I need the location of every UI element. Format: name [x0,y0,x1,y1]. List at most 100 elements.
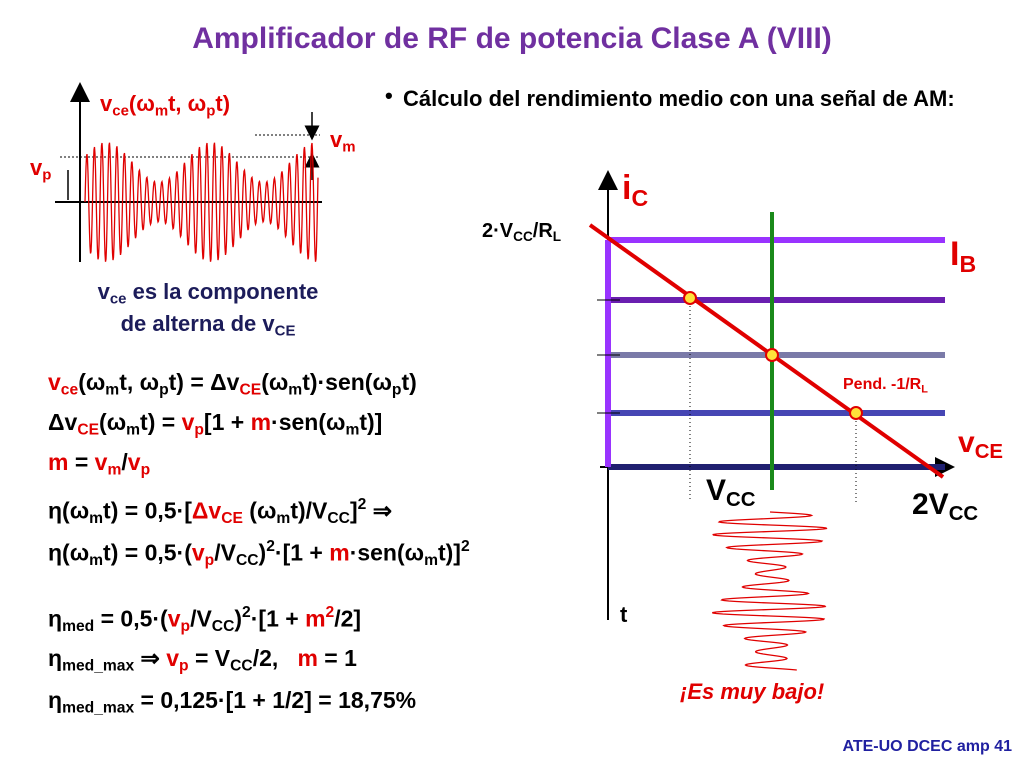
text-run: Pend. -1/R [843,376,922,393]
text-run: CE [221,510,243,528]
text-run: ] [349,497,358,524]
text-run: m [297,645,318,671]
text-run: v [94,449,108,475]
text-run: (ω [78,369,106,395]
text-run: I [950,235,960,273]
text-run: ) [234,605,243,632]
text-run: med_max [62,657,135,675]
text-run: = 0,5·( [94,605,168,632]
text-run: v [181,409,195,435]
formulas-6: ηmed_max ⇒ vp = VCC/2, m = 1 [48,645,357,675]
text-run: 2 [242,604,251,621]
text-run: Δv [48,409,78,435]
text-run: η(ω [48,539,90,566]
formulas-7: ηmed_max = 0,125·[1 + 1/2] = 18,75% [48,687,417,717]
formulas-1: ΔvCE(ωmt) = vp[1 + m·sen(ωmt)] [48,409,383,439]
text-run: Δv [191,497,222,524]
text-run: m [105,381,120,399]
waveform-label: vce(ωmt, ωpt) [100,91,230,120]
graph-vce: vCE [958,426,1003,464]
text-run: v [167,605,181,632]
waveform-caption-1: vce es la componente [8,279,408,308]
text-run: v [330,127,343,152]
text-run: = V [188,645,231,671]
text-run: v [100,91,113,116]
text-run: v [30,155,43,180]
text-run: v [127,449,141,475]
text-run: V [706,474,727,507]
graph-t: t [620,602,628,627]
text-run: η [48,605,63,632]
text-run: = 0,125·[1 + 1/2] = 18,75% [134,687,417,713]
text-run: m [345,421,360,439]
text-run: med [62,618,95,636]
text-run: es la componente [126,279,319,304]
text-run: CC [726,489,756,512]
text-run: t)] [359,409,383,435]
text-run: p [204,552,215,570]
text-run: (ω [128,91,155,116]
text-run: p [42,166,52,184]
text-run: 2 [460,538,470,555]
text-run: t, ω [119,369,160,395]
text-run: (ω [261,369,289,395]
text-run: ·[1 + [274,539,330,566]
text-run: CC [948,503,979,526]
text-run: m [305,605,326,632]
text-run: p [206,102,216,120]
text-run: /2, [252,645,298,671]
text-run: t)·sen(ω [302,369,392,395]
text-run: (ω [242,497,277,524]
text-run: /2] [334,605,362,632]
text-run: v [97,279,110,304]
text-run: 2 [325,604,335,621]
text-run: m [424,552,438,570]
text-run: m [342,138,356,156]
text-run: m [89,510,104,528]
text-run: ) [258,539,267,566]
text-run: = 1 [317,645,357,671]
text-run: m [250,409,272,435]
text-run: C [631,184,649,211]
formulas-0: vce(ωmt, ωpt) = ΔvCE(ωmt)·sen(ωpt) [48,369,417,399]
text-run: η [48,687,63,713]
text-run: L [921,383,928,396]
text-run: t) = 0,5·[ [103,497,192,524]
text-run: m [276,510,291,528]
text-run: /R [532,220,553,242]
text-run: ·[1 + [250,605,306,632]
text-run: t) = 0,5·( [103,539,192,566]
text-run: m [154,102,169,120]
text-run: p [140,461,151,479]
graph-ib: IB [950,235,976,277]
point [849,406,863,420]
text-run: = [68,449,95,475]
text-run: 2V [912,488,949,521]
text-run: ce [112,102,129,120]
bullet-dot: • [385,83,393,108]
text-run: m [126,421,141,439]
text-run: ·sen(ω [271,409,346,435]
text-run: m [288,381,303,399]
text-run: η(ω [48,497,90,524]
text-run: t) = [140,409,182,435]
formulas-3: η(ωmt) = 0,5·[ΔvCE (ωmt)/VCC]2 ⇒ [48,496,392,527]
text-run: de alterna de v [120,311,275,336]
text-run: t)/V [290,497,328,524]
title: Amplificador de RF de potencia Clase A (… [192,22,832,55]
text-run: CC [513,229,533,245]
text-run: v [191,539,205,566]
text-run: [1 + [203,409,251,435]
text-run: v [958,426,975,459]
text-run: CE [974,441,1004,464]
waveform-vp: vp [30,155,52,184]
text-run: 2·V [482,220,514,242]
bullet-text: Cálculo del rendimiento medio con una se… [403,86,955,111]
text-run: η [48,645,63,671]
graph-vcc2: 2VCC [912,488,978,526]
text-run: CC [230,657,253,675]
text-run: p [194,421,204,439]
graph-slope: Pend. -1/RL [843,376,928,396]
point [765,348,779,362]
